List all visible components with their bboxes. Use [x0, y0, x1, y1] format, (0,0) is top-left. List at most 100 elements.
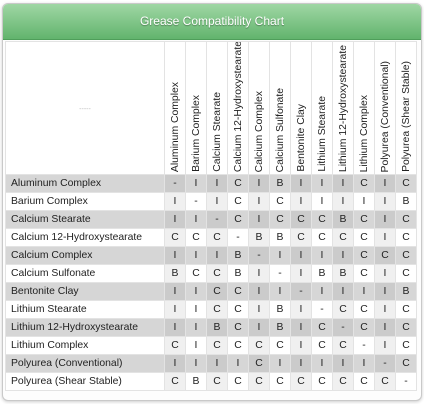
- compatibility-cell: I: [290, 336, 312, 355]
- compatibility-cell: C: [227, 372, 249, 391]
- table-row: Barium Complex I - I C I C I I I I I B: [5, 192, 417, 211]
- compatibility-cell: C: [227, 282, 249, 301]
- compatibility-cell: B: [269, 174, 291, 193]
- header-row: ----- Aluminum Complex Barium Complex Calci…: [5, 41, 417, 175]
- compatibility-cell: C: [206, 372, 228, 391]
- compatibility-table: ----- Aluminum Complex Barium Complex Calci…: [5, 41, 417, 391]
- column-header: Calcium Complex: [248, 41, 270, 175]
- compatibility-cell: B: [269, 300, 291, 319]
- compatibility-cell: I: [290, 174, 312, 193]
- compatibility-cell: I: [290, 300, 312, 319]
- compatibility-cell: I: [164, 318, 186, 337]
- column-header-label: Polyurea (Conventional): [379, 60, 391, 172]
- compatibility-cell: C: [206, 300, 228, 319]
- compatibility-cell: I: [164, 246, 186, 265]
- row-label: Bentonite Clay: [5, 282, 165, 301]
- table-row: Aluminum Complex - I I C I B I I I C I C: [5, 174, 417, 193]
- compatibility-cell: C: [395, 300, 417, 319]
- compatibility-cell: I: [185, 336, 207, 355]
- compatibility-cell: C: [332, 372, 354, 391]
- compatibility-cell: B: [269, 228, 291, 247]
- corner-cell: -----: [5, 41, 165, 175]
- compatibility-cell: I: [227, 354, 249, 373]
- compatibility-cell: C: [227, 192, 249, 211]
- compatibility-cell: I: [185, 282, 207, 301]
- compatibility-cell: I: [332, 354, 354, 373]
- table-row: Lithium Complex C I C C C C I C C - I C: [5, 336, 417, 355]
- compatibility-cell: I: [248, 282, 270, 301]
- table-row: Lithium 12-Hydroxystearate I I B C I B I C - C I C: [5, 318, 417, 337]
- compatibility-cell: -: [227, 228, 249, 247]
- compatibility-cell: I: [248, 318, 270, 337]
- compatibility-cell: -: [185, 192, 207, 211]
- row-label: Aluminum Complex: [5, 174, 165, 193]
- compatibility-cell: C: [395, 246, 417, 265]
- compatibility-cell: -: [290, 282, 312, 301]
- compatibility-cell: I: [206, 246, 228, 265]
- compatibility-cell: -: [332, 318, 354, 337]
- row-label: Calcium Stearate: [5, 210, 165, 229]
- compatibility-cell: -: [395, 372, 417, 391]
- compatibility-cell: C: [311, 210, 333, 229]
- column-header: Barium Complex: [185, 41, 207, 175]
- column-header-label: Lithium Stearate: [316, 96, 328, 172]
- compatibility-cell: I: [353, 192, 375, 211]
- compatibility-cell: I: [269, 282, 291, 301]
- compatibility-cell: C: [164, 336, 186, 355]
- column-header: Polyurea (Conventional): [374, 41, 396, 175]
- compatibility-cell: I: [185, 246, 207, 265]
- compatibility-cell: I: [248, 192, 270, 211]
- compatibility-cell: C: [332, 228, 354, 247]
- column-header-label: Aluminum Complex: [169, 81, 181, 172]
- compatibility-cell: -: [311, 300, 333, 319]
- compatibility-cell: I: [374, 318, 396, 337]
- compatibility-cell: C: [353, 264, 375, 283]
- compatibility-cell: -: [269, 264, 291, 283]
- compatibility-cell: C: [290, 210, 312, 229]
- compatibility-cell: B: [395, 192, 417, 211]
- column-header: Bentonite Clay: [290, 41, 312, 175]
- compatibility-cell: I: [332, 174, 354, 193]
- compatibility-cell: C: [227, 210, 249, 229]
- chart-title: Grease Compatibility Chart: [3, 4, 421, 40]
- column-header-label: Calcium Sulfonate: [274, 87, 286, 172]
- compatibility-cell: C: [353, 372, 375, 391]
- compatibility-cell: B: [395, 282, 417, 301]
- compatibility-cell: I: [206, 192, 228, 211]
- corner-label: -----: [79, 105, 91, 113]
- column-header-label: Lithium Complex: [358, 94, 370, 172]
- compatibility-cell: C: [374, 372, 396, 391]
- compatibility-cell: I: [185, 354, 207, 373]
- compatibility-cell: C: [311, 336, 333, 355]
- compatibility-cell: C: [395, 264, 417, 283]
- compatibility-cell: I: [206, 354, 228, 373]
- row-label: Barium Complex: [5, 192, 165, 211]
- compatibility-cell: B: [185, 372, 207, 391]
- column-header: Calcium Sulfonate: [269, 41, 291, 175]
- compatibility-cell: -: [248, 246, 270, 265]
- compatibility-cell: I: [374, 228, 396, 247]
- row-label: Polyurea (Shear Stable): [5, 372, 165, 391]
- compatibility-cell: I: [290, 192, 312, 211]
- compatibility-cell: C: [332, 300, 354, 319]
- table-row: Polyurea (Shear Stable) C B C C C C C C C C C -: [5, 372, 417, 391]
- compatibility-cell: I: [374, 264, 396, 283]
- row-label: Polyurea (Conventional): [5, 354, 165, 373]
- compatibility-cell: I: [311, 174, 333, 193]
- compatibility-cell: I: [290, 264, 312, 283]
- row-label: Lithium 12-Hydroxystearate: [5, 318, 165, 337]
- compatibility-cell: I: [290, 318, 312, 337]
- compatibility-cell: I: [185, 300, 207, 319]
- compatibility-cell: C: [164, 228, 186, 247]
- row-label: Lithium Complex: [5, 336, 165, 355]
- compatibility-cell: I: [311, 192, 333, 211]
- chart-panel: Grease Compatibility Chart ----- Aluminum…: [2, 3, 422, 401]
- table-row: Polyurea (Conventional) I I I I C I I I I I - C: [5, 354, 417, 373]
- compatibility-cell: C: [227, 318, 249, 337]
- column-header-label: Calcium Stearate: [211, 92, 223, 172]
- compatibility-cell: C: [227, 300, 249, 319]
- compatibility-cell: C: [353, 318, 375, 337]
- compatibility-cell: C: [269, 210, 291, 229]
- compatibility-cell: I: [374, 336, 396, 355]
- compatibility-cell: I: [290, 354, 312, 373]
